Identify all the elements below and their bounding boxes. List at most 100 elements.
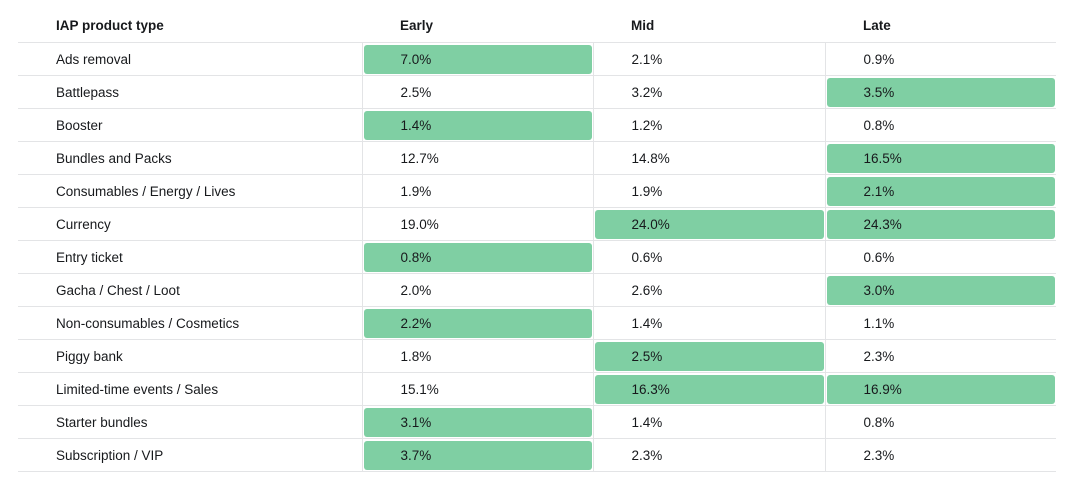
value-cell: 2.3% [824, 339, 1056, 373]
value: 2.1% [631, 51, 663, 67]
header-cell-mid: Mid [593, 8, 825, 43]
product-type-label: Limited-time events / Sales [56, 381, 219, 397]
value: 2.3% [863, 348, 895, 364]
value-cell: 3.0% [824, 273, 1056, 307]
header-label: Early [400, 17, 434, 33]
product-type-label: Currency [56, 216, 111, 232]
value-highlighted: 1.4% [363, 110, 592, 140]
value-cell: 2.3% [824, 438, 1056, 472]
product-type-cell: Consumables / Energy / Lives [18, 174, 362, 208]
table-row: Starter bundles 3.1% 1.4% 0.8% [18, 405, 1056, 439]
product-type-cell: Subscription / VIP [18, 438, 362, 472]
value: 2.3% [631, 447, 663, 463]
value: 0.8% [863, 117, 895, 133]
product-type-label: Bundles and Packs [56, 150, 172, 166]
product-type-cell: Ads removal [18, 42, 362, 76]
product-type-label: Non-consumables / Cosmetics [56, 315, 240, 331]
value-cell: 12.7% [361, 141, 593, 175]
value-highlighted: 3.1% [363, 407, 592, 437]
value: 2.3% [863, 447, 895, 463]
product-type-cell: Non-consumables / Cosmetics [18, 306, 362, 340]
value-cell: 1.1% [824, 306, 1056, 340]
table-row: Currency 19.0% 24.0% 24.3% [18, 207, 1056, 241]
value: 3.2% [631, 84, 663, 100]
product-type-cell: Gacha / Chest / Loot [18, 273, 362, 307]
value-highlighted: 16.3% [594, 374, 824, 404]
header-cell-late: Late [825, 8, 1056, 43]
value-highlighted: 16.5% [826, 143, 1055, 173]
value-highlighted: 2.2% [363, 308, 592, 338]
table-row: Battlepass 2.5% 3.2% 3.5% [18, 75, 1056, 109]
table-row: Gacha / Chest / Loot 2.0% 2.6% 3.0% [18, 273, 1056, 307]
table-row: Booster 1.4% 1.2% 0.8% [18, 108, 1056, 142]
product-type-label: Gacha / Chest / Loot [56, 282, 180, 298]
value-highlighted: 16.9% [826, 374, 1055, 404]
table-row: Piggy bank 1.8% 2.5% 2.3% [18, 339, 1056, 373]
header-row: IAP product type Early Mid Late [18, 8, 1056, 43]
header-cell-product-type: IAP product type [18, 8, 362, 43]
value: 15.1% [400, 381, 439, 397]
product-type-label: Subscription / VIP [56, 447, 164, 463]
product-type-cell: Entry ticket [18, 240, 362, 274]
table-row: Entry ticket 0.8% 0.6% 0.6% [18, 240, 1056, 274]
data-table: IAP product type Early Mid Late Ads remo… [18, 8, 1056, 472]
product-type-label: Starter bundles [56, 414, 148, 430]
value: 12.7% [400, 150, 439, 166]
value-cell: 14.8% [592, 141, 825, 175]
value: 1.1% [863, 315, 895, 331]
product-type-label: Piggy bank [56, 348, 123, 364]
table-row: Non-consumables / Cosmetics 2.2% 1.4% 1.1% [18, 306, 1056, 340]
value: 1.8% [400, 348, 432, 364]
value-cell: 24.0% [592, 207, 825, 241]
value-cell: 1.2% [592, 108, 825, 142]
value-cell: 1.4% [592, 405, 825, 439]
value: 2.6% [631, 282, 663, 298]
table-header: IAP product type Early Mid Late [18, 8, 1056, 43]
value-cell: 19.0% [361, 207, 593, 241]
header-cell-early: Early [362, 8, 593, 43]
value-cell: 16.3% [592, 372, 825, 406]
value-cell: 24.3% [824, 207, 1056, 241]
value: 14.8% [631, 150, 670, 166]
value-cell: 1.8% [361, 339, 593, 373]
value: 0.6% [631, 249, 663, 265]
value-highlighted: 2.5% [594, 341, 824, 371]
value-cell: 0.8% [824, 108, 1056, 142]
value-cell: 1.4% [592, 306, 825, 340]
value-highlighted: 3.0% [826, 275, 1055, 305]
product-type-cell: Limited-time events / Sales [18, 372, 362, 406]
value-cell: 1.4% [361, 108, 593, 142]
value: 1.4% [631, 414, 663, 430]
product-type-cell: Booster [18, 108, 362, 142]
product-type-cell: Bundles and Packs [18, 141, 362, 175]
value-highlighted: 3.5% [826, 77, 1055, 107]
value-cell: 3.2% [592, 75, 825, 109]
value: 0.6% [863, 249, 895, 265]
header-label: Mid [631, 17, 655, 33]
value-cell: 0.8% [824, 405, 1056, 439]
value-cell: 2.1% [824, 174, 1056, 208]
value-cell: 2.2% [361, 306, 593, 340]
header-label: IAP product type [56, 17, 164, 33]
value-cell: 7.0% [361, 42, 593, 76]
table-row: Bundles and Packs 12.7% 14.8% 16.5% [18, 141, 1056, 175]
product-type-cell: Battlepass [18, 75, 362, 109]
product-type-label: Entry ticket [56, 249, 123, 265]
value-cell: 15.1% [361, 372, 593, 406]
product-type-cell: Currency [18, 207, 362, 241]
value-cell: 2.6% [592, 273, 825, 307]
product-type-label: Battlepass [56, 84, 120, 100]
table-row: Ads removal 7.0% 2.1% 0.9% [18, 42, 1056, 76]
value: 1.9% [400, 183, 432, 199]
value-cell: 2.5% [361, 75, 593, 109]
value-highlighted: 0.8% [363, 242, 592, 272]
value-cell: 3.7% [361, 438, 593, 472]
value-cell: 1.9% [361, 174, 593, 208]
product-type-label: Ads removal [56, 51, 132, 67]
value-cell: 2.0% [361, 273, 593, 307]
value-cell: 16.5% [824, 141, 1056, 175]
value: 0.8% [863, 414, 895, 430]
value: 2.5% [400, 84, 432, 100]
value: 0.9% [863, 51, 895, 67]
value: 1.9% [631, 183, 663, 199]
